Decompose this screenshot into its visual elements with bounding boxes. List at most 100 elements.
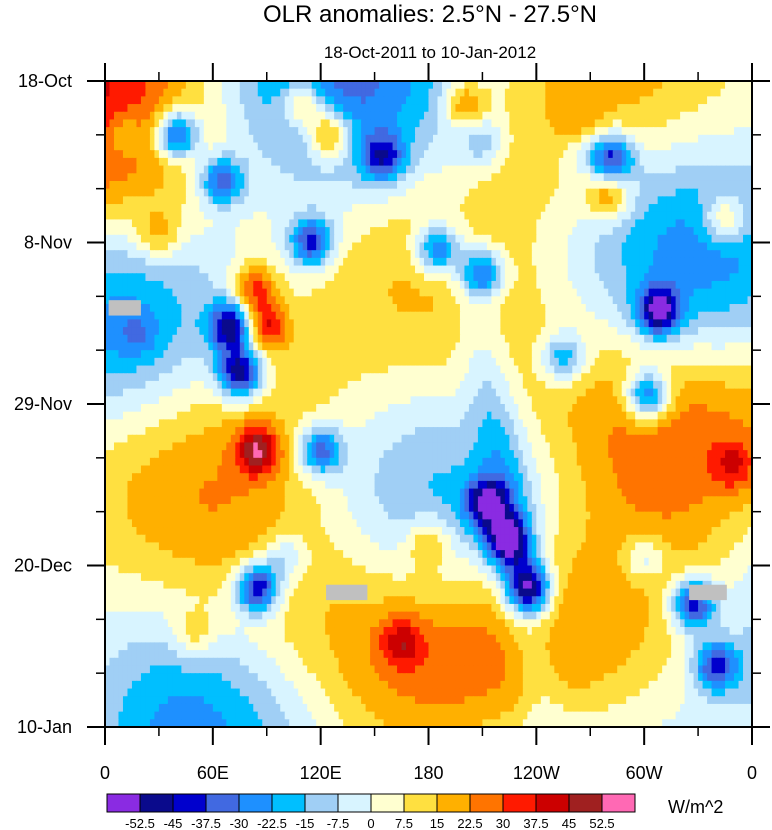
heatmap-cell <box>230 134 236 144</box>
heatmap-cell <box>289 327 295 336</box>
heatmap-cell <box>154 273 160 282</box>
heatmap-cell <box>235 227 241 236</box>
heatmap-cell <box>307 188 313 197</box>
heatmap-cell <box>347 327 353 336</box>
heatmap-cell <box>181 134 187 144</box>
heatmap-cell <box>266 319 272 328</box>
heatmap-cell <box>558 211 564 221</box>
heatmap-cell <box>316 304 322 313</box>
heatmap-cell <box>105 204 111 213</box>
heatmap-cell <box>343 180 349 190</box>
heatmap-cell <box>383 157 389 167</box>
heatmap-cell <box>450 273 457 282</box>
heatmap-cell <box>545 327 551 336</box>
heatmap-cell <box>275 104 281 113</box>
heatmap-cell <box>684 81 690 90</box>
heatmap-cell <box>486 180 492 190</box>
heatmap-cell <box>495 288 501 297</box>
heatmap-cell <box>361 188 367 197</box>
heatmap-cell <box>181 188 187 197</box>
heatmap-cell <box>626 150 632 159</box>
heatmap-cell <box>190 127 196 136</box>
heatmap-cell <box>194 319 200 328</box>
heatmap-cell <box>379 88 385 97</box>
heatmap-cell <box>136 127 142 136</box>
heatmap-cell <box>284 242 290 251</box>
heatmap-cell <box>113 127 120 136</box>
heatmap-cell <box>693 211 699 221</box>
heatmap-cell <box>316 342 322 351</box>
heatmap-cell <box>720 127 726 136</box>
heatmap-cell <box>671 173 677 182</box>
heatmap-cell <box>352 342 358 351</box>
heatmap-cell <box>370 88 376 97</box>
heatmap-cell <box>585 257 591 267</box>
heatmap-cell <box>513 111 519 121</box>
heatmap-cell <box>239 227 245 236</box>
heatmap-cell <box>522 134 528 144</box>
heatmap-cell <box>455 104 461 113</box>
heatmap-cell <box>626 111 632 121</box>
heatmap-cell <box>230 188 236 197</box>
heatmap-cell <box>365 180 371 190</box>
heatmap-cell <box>522 150 528 159</box>
heatmap-cell <box>419 211 425 221</box>
heatmap-cell <box>459 227 466 236</box>
heatmap-cell <box>253 273 259 282</box>
heatmap-cell <box>540 334 546 344</box>
heatmap-cell <box>194 134 200 144</box>
heatmap-cell <box>729 127 735 136</box>
heatmap-cell <box>657 227 663 236</box>
heatmap-cell <box>293 280 299 290</box>
heatmap-cell <box>446 88 452 97</box>
heatmap-cell <box>495 319 501 328</box>
heatmap-cell <box>329 127 335 136</box>
heatmap-cell <box>374 342 380 351</box>
heatmap-cell <box>594 327 600 336</box>
heatmap-cell <box>720 111 726 121</box>
heatmap-cell <box>707 180 713 190</box>
heatmap-cell <box>432 134 439 144</box>
heatmap-cell <box>136 327 142 336</box>
heatmap-cell <box>379 296 385 305</box>
heatmap-cell <box>662 242 668 251</box>
heatmap-cell <box>226 180 232 190</box>
heatmap-cell <box>284 134 290 144</box>
heatmap-cell <box>388 327 394 336</box>
heatmap-cell <box>347 173 353 182</box>
heatmap-cell <box>581 81 587 90</box>
heatmap-cell <box>122 273 129 282</box>
heatmap-cell <box>181 127 187 136</box>
heatmap-cell <box>163 180 169 190</box>
heatmap-cell <box>446 319 452 328</box>
heatmap-cell <box>549 219 555 228</box>
heatmap-cell <box>334 104 340 113</box>
heatmap-cell <box>662 311 668 320</box>
heatmap-cell <box>671 211 677 221</box>
heatmap-cell <box>617 257 623 267</box>
heatmap-cell <box>343 165 349 174</box>
heatmap-cell <box>365 150 371 159</box>
heatmap-cell <box>356 250 362 259</box>
heatmap-cell <box>446 311 452 320</box>
heatmap-cell <box>289 157 295 167</box>
heatmap-cell <box>289 142 295 151</box>
heatmap-cell <box>226 273 232 282</box>
heatmap-cell <box>131 142 138 151</box>
heatmap-cell <box>540 127 546 136</box>
heatmap-cell <box>356 211 362 221</box>
heatmap-cell <box>280 134 286 144</box>
heatmap-cell <box>495 280 501 290</box>
heatmap-cell <box>446 296 452 305</box>
heatmap-cell <box>257 311 263 320</box>
heatmap-cell <box>248 334 254 344</box>
heatmap-cell <box>509 173 515 182</box>
heatmap-cell <box>558 273 564 282</box>
heatmap-cell <box>419 127 425 136</box>
heatmap-cell <box>379 165 385 174</box>
heatmap-cell <box>509 319 515 328</box>
heatmap-cell <box>388 180 394 190</box>
heatmap-cell <box>392 142 398 151</box>
heatmap-cell <box>203 311 209 320</box>
heatmap-cell <box>352 104 358 113</box>
